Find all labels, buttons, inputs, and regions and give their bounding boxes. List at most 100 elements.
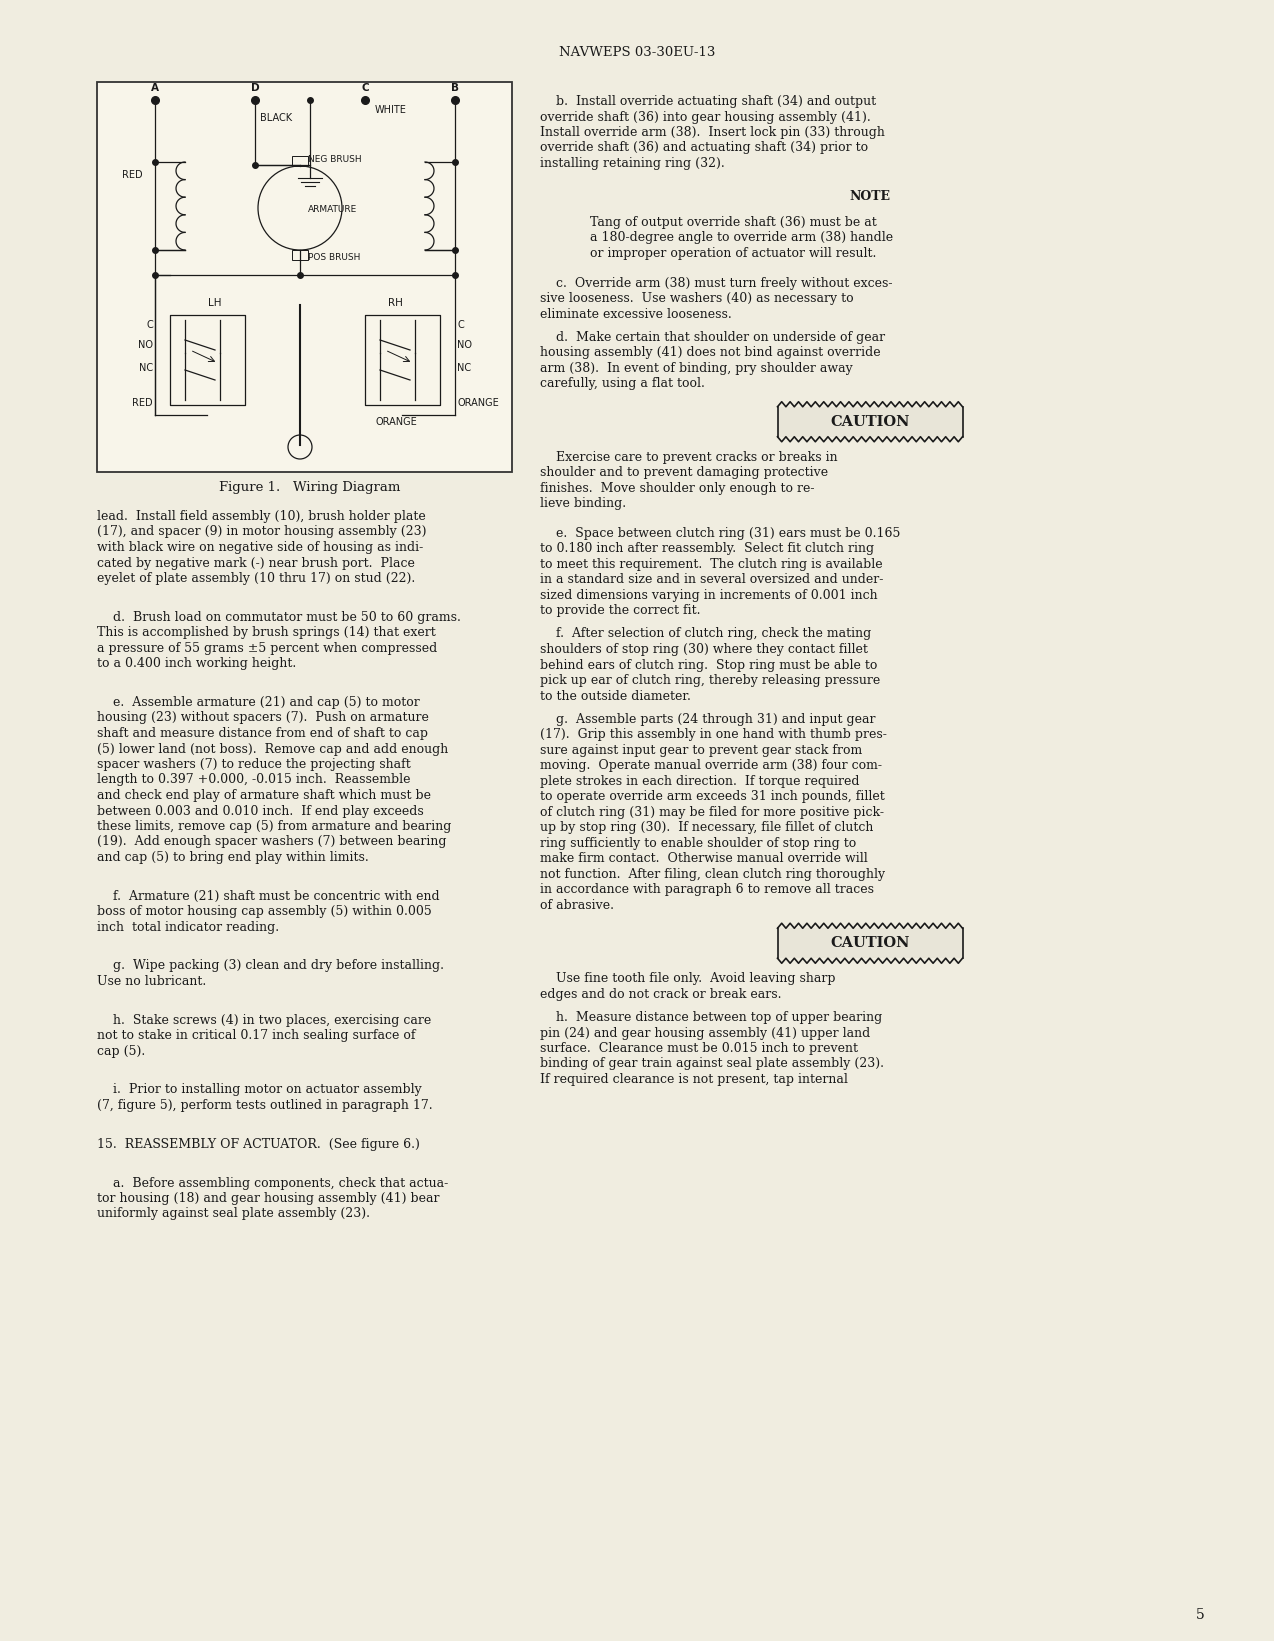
Text: If required clearance is not present, tap internal: If required clearance is not present, ta… [540,1073,848,1086]
Text: ARMATURE: ARMATURE [308,205,357,215]
Text: NOTE: NOTE [850,190,891,203]
Text: up by stop ring (30).  If necessary, file fillet of clutch: up by stop ring (30). If necessary, file… [540,820,874,834]
Text: 15.  REASSEMBLY OF ACTUATOR.  (See figure 6.): 15. REASSEMBLY OF ACTUATOR. (See figure … [97,1137,420,1150]
Text: make firm contact.  Otherwise manual override will: make firm contact. Otherwise manual over… [540,852,868,865]
Text: or improper operation of actuator will result.: or improper operation of actuator will r… [590,248,877,259]
Text: not function.  After filing, clean clutch ring thoroughly: not function. After filing, clean clutch… [540,868,885,881]
Bar [292,156,308,166]
Text: moving.  Operate manual override arm (38) four com-: moving. Operate manual override arm (38)… [540,760,882,773]
Text: C: C [147,320,153,330]
Text: h.  Measure distance between top of upper bearing: h. Measure distance between top of upper… [540,1011,883,1024]
Text: lead.  Install field assembly (10), brush holder plate: lead. Install field assembly (10), brush… [97,510,426,523]
Text: Exercise care to prevent cracks or breaks in: Exercise care to prevent cracks or break… [540,451,837,464]
Text: override shaft (36) and actuating shaft (34) prior to: override shaft (36) and actuating shaft … [540,141,868,154]
Text: Install override arm (38).  Insert lock pin (33) through: Install override arm (38). Insert lock p… [540,126,885,139]
Text: behind ears of clutch ring.  Stop ring must be able to: behind ears of clutch ring. Stop ring mu… [540,658,878,671]
Text: sized dimensions varying in increments of 0.001 inch: sized dimensions varying in increments o… [540,589,878,602]
Text: edges and do not crack or break ears.: edges and do not crack or break ears. [540,988,781,1001]
Text: pin (24) and gear housing assembly (41) upper land: pin (24) and gear housing assembly (41) … [540,1027,870,1039]
Text: This is accomplished by brush springs (14) that exert: This is accomplished by brush springs (1… [97,627,436,640]
Text: f.  After selection of clutch ring, check the mating: f. After selection of clutch ring, check… [540,627,871,640]
Text: not to stake in critical 0.17 inch sealing surface of: not to stake in critical 0.17 inch seali… [97,1029,415,1042]
Bar [364,315,440,405]
Text: c.  Override arm (38) must turn freely without exces-: c. Override arm (38) must turn freely wi… [540,276,893,289]
Text: binding of gear train against seal plate assembly (23).: binding of gear train against seal plate… [540,1057,884,1070]
Text: shoulder and to prevent damaging protective: shoulder and to prevent damaging protect… [540,466,828,479]
Text: (19).  Add enough spacer washers (7) between bearing: (19). Add enough spacer washers (7) betw… [97,835,446,848]
Text: lieve binding.: lieve binding. [540,497,626,510]
Text: BLACK: BLACK [260,113,292,123]
Text: B: B [451,84,459,94]
Text: to meet this requirement.  The clutch ring is available: to meet this requirement. The clutch rin… [540,558,883,571]
Text: cated by negative mark (-) near brush port.  Place: cated by negative mark (-) near brush po… [97,556,415,569]
Text: carefully, using a flat tool.: carefully, using a flat tool. [540,377,705,391]
Text: RED: RED [132,399,153,409]
Text: d.  Brush load on commutator must be 50 to 60 grams.: d. Brush load on commutator must be 50 t… [97,610,461,624]
Text: g.  Assemble parts (24 through 31) and input gear: g. Assemble parts (24 through 31) and in… [540,712,875,725]
Text: eliminate excessive looseness.: eliminate excessive looseness. [540,307,731,320]
Text: and cap (5) to bring end play within limits.: and cap (5) to bring end play within lim… [97,852,368,865]
Text: to the outside diameter.: to the outside diameter. [540,689,691,702]
Text: installing retaining ring (32).: installing retaining ring (32). [540,158,725,171]
Bar [292,249,308,259]
Text: uniformly against seal plate assembly (23).: uniformly against seal plate assembly (2… [97,1208,369,1221]
Text: a 180-degree angle to override arm (38) handle: a 180-degree angle to override arm (38) … [590,231,893,245]
Text: in a standard size and in several oversized and under-: in a standard size and in several oversi… [540,573,883,586]
Text: finishes.  Move shoulder only enough to re-: finishes. Move shoulder only enough to r… [540,482,814,494]
Text: NC: NC [457,363,471,373]
Text: Use no lubricant.: Use no lubricant. [97,975,206,988]
Text: CAUTION: CAUTION [831,415,910,428]
Text: b.  Install override actuating shaft (34) and output: b. Install override actuating shaft (34)… [540,95,877,108]
Text: cap (5).: cap (5). [97,1045,145,1058]
Text: h.  Stake screws (4) in two places, exercising care: h. Stake screws (4) in two places, exerc… [97,1014,432,1027]
Bar [777,929,962,958]
Text: boss of motor housing cap assembly (5) within 0.005: boss of motor housing cap assembly (5) w… [97,906,432,919]
Text: 5: 5 [1195,1608,1204,1621]
Text: ORANGE: ORANGE [375,417,417,427]
Text: LH: LH [208,299,222,309]
Text: e.  Space between clutch ring (31) ears must be 0.165: e. Space between clutch ring (31) ears m… [540,527,901,540]
Text: (7, figure 5), perform tests outlined in paragraph 17.: (7, figure 5), perform tests outlined in… [97,1099,433,1113]
Text: ring sufficiently to enable shoulder of stop ring to: ring sufficiently to enable shoulder of … [540,837,856,850]
Text: spacer washers (7) to reduce the projecting shaft: spacer washers (7) to reduce the project… [97,758,410,771]
Bar [169,315,245,405]
Bar [97,82,512,473]
Text: C: C [457,320,464,330]
Text: sure against input gear to prevent gear stack from: sure against input gear to prevent gear … [540,743,862,757]
Text: NC: NC [139,363,153,373]
Text: eyelet of plate assembly (10 thru 17) on stud (22).: eyelet of plate assembly (10 thru 17) on… [97,573,415,584]
Text: NAVWEPS 03-30EU-13: NAVWEPS 03-30EU-13 [559,46,715,59]
Text: (17), and spacer (9) in motor housing assembly (23): (17), and spacer (9) in motor housing as… [97,525,427,538]
Text: of clutch ring (31) may be filed for more positive pick-: of clutch ring (31) may be filed for mor… [540,806,884,819]
Text: arm (38).  In event of binding, pry shoulder away: arm (38). In event of binding, pry shoul… [540,361,852,374]
Text: ORANGE: ORANGE [457,399,498,409]
Text: housing assembly (41) does not bind against override: housing assembly (41) does not bind agai… [540,346,880,359]
Text: (5) lower land (not boss).  Remove cap and add enough: (5) lower land (not boss). Remove cap an… [97,742,448,755]
Text: NO: NO [138,340,153,350]
Text: a pressure of 55 grams ±5 percent when compressed: a pressure of 55 grams ±5 percent when c… [97,642,437,655]
Text: in accordance with paragraph 6 to remove all traces: in accordance with paragraph 6 to remove… [540,883,874,896]
Text: C: C [362,84,368,94]
Text: RED: RED [122,171,143,181]
Text: POS BRUSH: POS BRUSH [308,253,361,261]
Bar [777,407,962,437]
Text: to provide the correct fit.: to provide the correct fit. [540,604,701,617]
Text: Figure 1.   Wiring Diagram: Figure 1. Wiring Diagram [219,481,401,494]
Text: these limits, remove cap (5) from armature and bearing: these limits, remove cap (5) from armatu… [97,820,451,834]
Text: i.  Prior to installing motor on actuator assembly: i. Prior to installing motor on actuator… [97,1083,422,1096]
Text: length to 0.397 +0.000, -0.015 inch.  Reassemble: length to 0.397 +0.000, -0.015 inch. Rea… [97,773,410,786]
Text: between 0.003 and 0.010 inch.  If end play exceeds: between 0.003 and 0.010 inch. If end pla… [97,804,424,817]
Text: e.  Assemble armature (21) and cap (5) to motor: e. Assemble armature (21) and cap (5) to… [97,696,419,709]
Text: sive looseness.  Use washers (40) as necessary to: sive looseness. Use washers (40) as nece… [540,292,854,305]
Text: override shaft (36) into gear housing assembly (41).: override shaft (36) into gear housing as… [540,110,870,123]
Text: f.  Armature (21) shaft must be concentric with end: f. Armature (21) shaft must be concentri… [97,889,440,903]
Text: CAUTION: CAUTION [831,937,910,950]
Text: D: D [251,84,260,94]
Text: Use fine tooth file only.  Avoid leaving sharp: Use fine tooth file only. Avoid leaving … [540,971,836,985]
Text: RH: RH [387,299,403,309]
Text: shaft and measure distance from end of shaft to cap: shaft and measure distance from end of s… [97,727,428,740]
Text: NEG BRUSH: NEG BRUSH [308,156,362,164]
Text: to a 0.400 inch working height.: to a 0.400 inch working height. [97,658,297,670]
Text: NO: NO [457,340,471,350]
Text: g.  Wipe packing (3) clean and dry before installing.: g. Wipe packing (3) clean and dry before… [97,960,445,973]
